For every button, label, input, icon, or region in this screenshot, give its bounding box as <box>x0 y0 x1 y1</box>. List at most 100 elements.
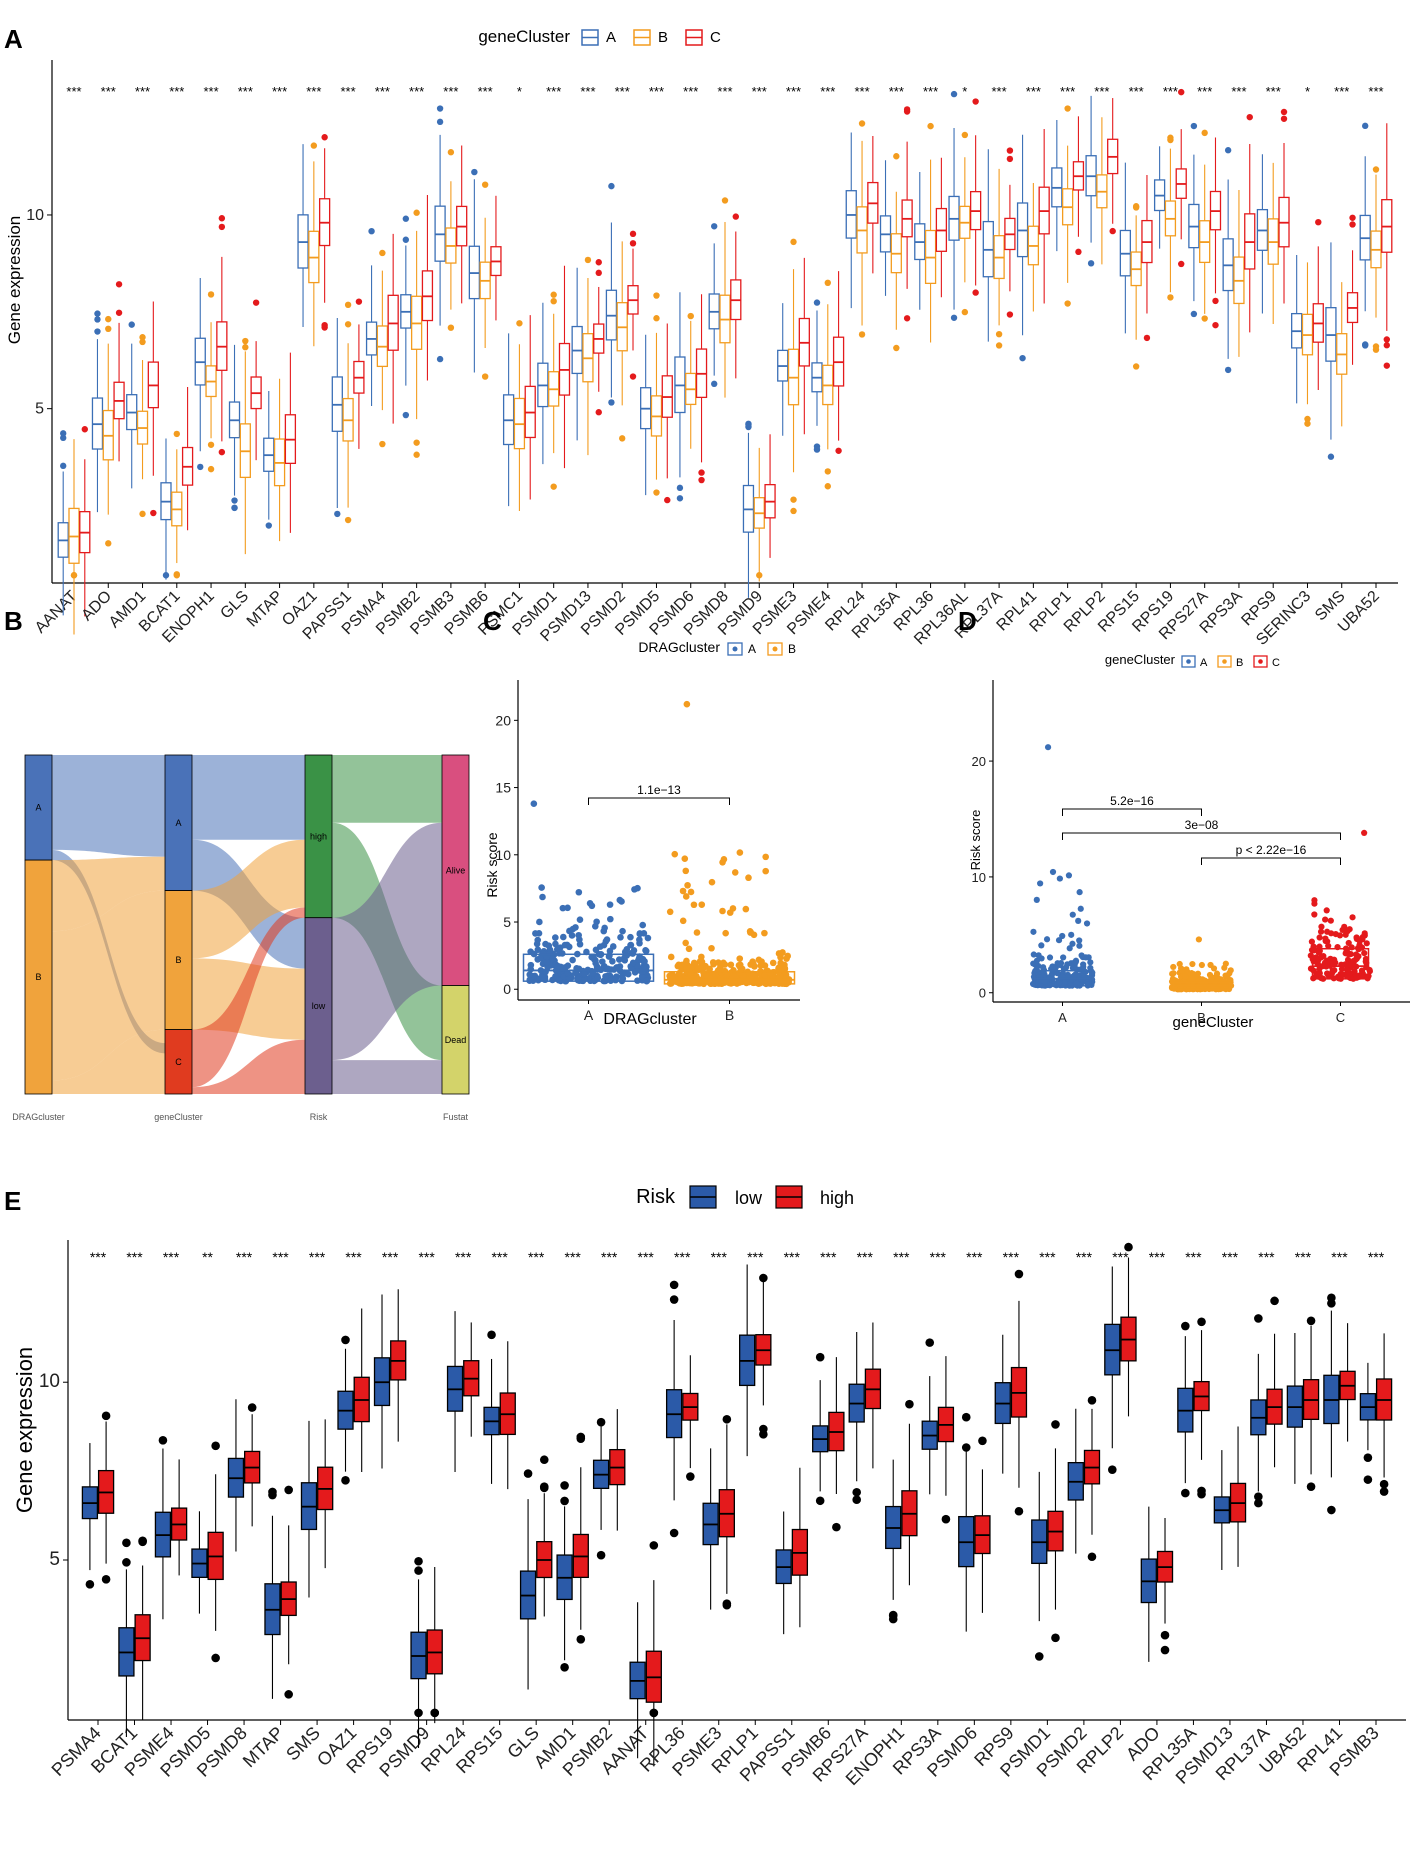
box-OAZ1-high <box>353 1308 370 1473</box>
outlier-point <box>1124 1242 1133 1252</box>
stratum-Risk-high: high <box>304 754 333 919</box>
axis-label: DRAGcluster <box>12 1112 65 1122</box>
outlier-point <box>721 197 729 204</box>
box-RPS27A-A <box>1188 122 1200 318</box>
box-BCAT1-high <box>134 1536 151 1720</box>
box-RPS15-low <box>483 1330 500 1484</box>
data-point <box>1308 938 1315 945</box>
y-axis-title: Risk score <box>484 832 500 898</box>
data-point <box>722 929 729 937</box>
box-RPL35A-B <box>890 153 902 352</box>
box-PSMD2-high <box>1083 1396 1101 1562</box>
legend-label-c: C <box>710 29 721 46</box>
box-RPS3A-B <box>1233 189 1245 357</box>
data-point <box>1068 931 1075 938</box>
data-point <box>1345 950 1352 958</box>
data-point <box>1038 942 1045 949</box>
box-PSMD13-A <box>571 267 583 441</box>
box-ENOPH1-high <box>901 1399 918 1586</box>
legend-title: DRAGcluster <box>638 639 720 655</box>
box-RPS15-B <box>1130 203 1142 370</box>
stratum-block <box>304 754 333 919</box>
outlier-point <box>218 448 226 456</box>
stratum-DRAGcluster-B: B <box>24 859 53 1095</box>
outlier-point <box>341 1476 350 1485</box>
box-PSMD13-B <box>582 256 594 456</box>
outlier-point <box>961 308 969 316</box>
data-point <box>745 874 752 882</box>
box-PSMD5-C <box>661 323 673 504</box>
box-PSMD6-C <box>695 294 708 484</box>
y-tick-label: 5 <box>503 914 511 930</box>
box-RPLP1-C <box>1072 116 1085 256</box>
outlier-point <box>368 227 375 235</box>
data-point <box>538 884 545 891</box>
data-point <box>1322 935 1329 942</box>
outlier-point <box>207 291 215 298</box>
outlier-point <box>402 215 410 222</box>
data-point <box>546 946 554 954</box>
data-point <box>1059 932 1066 940</box>
outlier-point <box>162 572 170 579</box>
data-point <box>1076 937 1083 944</box>
legend-label-a: A <box>606 29 616 46</box>
data-point <box>698 901 706 908</box>
box-PSMB3-low <box>1359 1362 1377 1484</box>
points-B <box>666 700 793 988</box>
data-point <box>627 933 634 941</box>
box-A <box>1033 969 1092 987</box>
outlier-point <box>961 131 969 139</box>
data-point <box>1055 937 1063 944</box>
significance-label: *** <box>1003 1249 1020 1265</box>
data-point <box>1065 872 1073 879</box>
outlier-point <box>961 1443 971 1452</box>
outlier-point <box>81 426 89 433</box>
box-UBA52-C <box>1381 123 1393 369</box>
outlier-point <box>950 90 958 98</box>
data-point <box>589 970 596 977</box>
outlier-point <box>1315 218 1322 226</box>
data-point <box>1190 970 1197 978</box>
box-B <box>663 971 796 985</box>
bracket-line <box>1062 808 1202 816</box>
box-A <box>522 953 655 982</box>
box-SMS-B <box>1336 282 1348 427</box>
outlier-point <box>1306 1482 1316 1491</box>
box-PSME3-high <box>718 1414 735 1610</box>
y-tick-label: 0 <box>979 986 986 1001</box>
outlier-point <box>1190 122 1198 130</box>
box-PSMA4-C <box>387 233 399 424</box>
p-value-label: 3e−08 <box>1185 818 1219 832</box>
legend-item-a: A <box>727 642 756 656</box>
data-point <box>746 928 754 935</box>
outlier-point <box>139 334 146 341</box>
outlier-point <box>649 1708 659 1718</box>
data-point <box>601 924 608 932</box>
box-RPL36-B <box>924 122 937 343</box>
box-UBA52-high <box>1302 1316 1320 1491</box>
data-point <box>629 959 637 967</box>
data-point <box>1030 928 1037 935</box>
significance-label: *** <box>382 1249 399 1265</box>
y-axis-title: Gene expression <box>12 1347 37 1513</box>
outlier-point <box>759 1424 768 1434</box>
outlier-point <box>1327 453 1335 460</box>
outlier-point <box>207 465 215 473</box>
data-point <box>624 970 632 978</box>
data-point <box>1069 940 1076 947</box>
data-point <box>1176 960 1183 968</box>
stratum-Risk-low: low <box>304 917 333 1095</box>
outlier-point <box>436 105 444 112</box>
box-MTAP-low <box>264 1487 281 1699</box>
data-point <box>784 952 792 960</box>
box-PSMB2-high <box>609 1409 626 1531</box>
box-RPL36AL-C <box>969 98 982 296</box>
outlier-point <box>824 468 831 475</box>
data-point <box>693 929 701 936</box>
outlier-point <box>893 344 900 352</box>
box-RPLP2-high <box>1120 1242 1137 1417</box>
flow-4 <box>52 1029 165 1094</box>
box-PSMD8-high <box>244 1403 261 1527</box>
data-point <box>1323 907 1330 914</box>
outlier-point <box>1254 1498 1263 1508</box>
